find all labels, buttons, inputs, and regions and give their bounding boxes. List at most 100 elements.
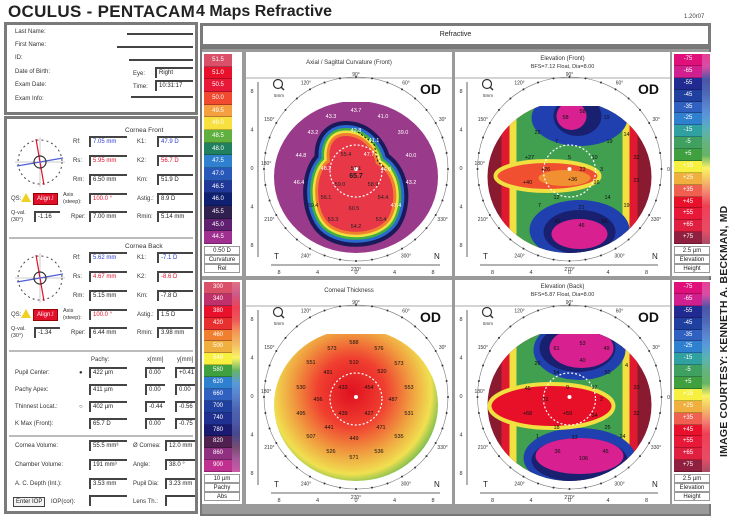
map-value: 56.1 bbox=[321, 195, 332, 201]
scale-cell: +45 bbox=[674, 424, 702, 437]
map-value: 427 bbox=[364, 411, 373, 417]
time-field: 10:31:17 bbox=[155, 80, 193, 91]
x-value: 0.00 bbox=[145, 367, 165, 378]
map-value: 454 bbox=[364, 385, 373, 391]
zoom-magnifier-icon[interactable] bbox=[481, 306, 494, 319]
zoom-magnifier-icon[interactable] bbox=[272, 78, 285, 91]
degree-tick bbox=[295, 325, 298, 328]
zoom-magnifier-icon[interactable] bbox=[481, 78, 494, 91]
scale-cell: +65 bbox=[674, 220, 702, 233]
degree-tick bbox=[309, 316, 311, 319]
scale-cell: -65 bbox=[674, 293, 702, 306]
zoom-label: 5mm bbox=[274, 321, 284, 326]
map-canvas[interactable]: Corneal Thickness90°60°30°0°330°300°270°… bbox=[246, 280, 458, 504]
pachy-row-label: Pupil Center: bbox=[15, 370, 50, 376]
map-elevf[interactable]: Elevation (Front) BFS=7.12 Float, Dia=8.0… bbox=[455, 52, 672, 276]
x-tick-label: 4 bbox=[606, 498, 609, 504]
degree-tick bbox=[659, 183, 662, 186]
degree-tick bbox=[498, 108, 501, 111]
scale-footer-label[interactable]: 2.5 µm bbox=[674, 474, 710, 483]
nasal-label: N bbox=[652, 480, 658, 489]
scale-cell: 860 bbox=[204, 448, 232, 461]
patient-label-0: Last Name: bbox=[15, 29, 46, 35]
pachy-row-label: K Max (Front): bbox=[15, 421, 54, 427]
map-value: 65.7 bbox=[349, 173, 363, 180]
apex-marker bbox=[567, 167, 572, 171]
degree-tick bbox=[654, 199, 657, 202]
pachy-header: Pachy: bbox=[91, 357, 110, 363]
degree-label: 330° bbox=[651, 217, 661, 223]
degree-tick bbox=[654, 427, 657, 430]
map-value: 551 bbox=[306, 360, 315, 366]
degree-tick bbox=[414, 466, 417, 469]
scale-footer-label[interactable]: 0.50 D bbox=[204, 246, 240, 255]
label-rper: Rper: bbox=[71, 330, 86, 336]
scale-histogram-strip bbox=[702, 282, 710, 472]
label-rf: Rf: bbox=[73, 139, 81, 145]
map-value: 24 bbox=[619, 434, 625, 440]
scale-footer-label[interactable]: 2.5 µm bbox=[674, 246, 710, 255]
degree-label: 90° bbox=[352, 72, 360, 78]
y-tick-label: 0 bbox=[250, 394, 253, 400]
degree-tick bbox=[309, 88, 311, 91]
map-canvas[interactable]: Axial / Sagittal Curvature (Front) 90° 60°… bbox=[246, 52, 458, 276]
pachy-value: 411 µm bbox=[89, 384, 127, 395]
map-value: 58 bbox=[579, 109, 585, 115]
map-value: 57.1 bbox=[351, 166, 362, 172]
divider bbox=[9, 237, 193, 239]
map-canvas[interactable]: Elevation (Back) BFS=5.87 Float, Dia=8.00… bbox=[455, 280, 672, 504]
degree-tick bbox=[295, 466, 298, 469]
apex-marker bbox=[354, 395, 358, 399]
volume-label-2: Angle: bbox=[133, 462, 151, 468]
nasal-label: N bbox=[434, 480, 440, 489]
degree-tick bbox=[355, 76, 357, 78]
align-warning-badge[interactable]: Align.! bbox=[33, 309, 58, 321]
qs-label: QS: bbox=[11, 196, 22, 202]
map-axial[interactable]: Axial / Sagittal Curvature (Front) 90° 60°… bbox=[246, 52, 458, 276]
degree-tick bbox=[441, 427, 444, 430]
map-pachy[interactable]: Corneal Thickness90°60°30°0°330°300°270°… bbox=[246, 280, 458, 504]
y-tick-label: 4 bbox=[250, 128, 253, 134]
y-value: -0.75 bbox=[175, 418, 195, 429]
map-elevb[interactable]: Elevation (Back) BFS=5.87 Float, Dia=8.00… bbox=[455, 280, 672, 504]
degree-label: 120° bbox=[514, 308, 524, 314]
degree-label: 240° bbox=[301, 254, 311, 260]
degree-tick bbox=[552, 77, 555, 80]
map-value: 18 bbox=[553, 425, 559, 431]
degree-tick bbox=[509, 466, 512, 469]
label-rs: Rs: bbox=[73, 158, 82, 164]
degree-tick bbox=[648, 214, 651, 216]
map-value: 16 bbox=[593, 180, 599, 186]
map-canvas[interactable]: Elevation (Front) BFS=7.12 Float, Dia=8.0… bbox=[455, 52, 672, 276]
scale-cell: +5 bbox=[674, 377, 702, 389]
zoom-magnifier-icon[interactable] bbox=[272, 306, 285, 319]
time-label: Time: bbox=[133, 84, 148, 90]
degree-tick bbox=[552, 305, 555, 308]
pupil-outline bbox=[329, 144, 383, 198]
scale-cell: 500 bbox=[204, 341, 232, 354]
degree-tick bbox=[482, 136, 485, 139]
patient-field-line bbox=[127, 33, 193, 35]
volume-value: 191 mm³ bbox=[89, 459, 127, 470]
map-value: 47.4 bbox=[391, 203, 402, 209]
zoom-label: 5mm bbox=[483, 321, 493, 326]
degree-tick bbox=[599, 81, 602, 84]
map-value: 7 bbox=[555, 139, 558, 145]
degree-label: 150° bbox=[478, 117, 488, 123]
degree-label: 60° bbox=[616, 308, 624, 314]
patient-field-line bbox=[131, 96, 193, 98]
degree-tick bbox=[488, 122, 491, 124]
align-warning-badge[interactable]: Align.! bbox=[33, 193, 58, 205]
map-value: 3 bbox=[600, 167, 603, 173]
degree-tick bbox=[401, 475, 403, 478]
map-value: 571 bbox=[349, 455, 358, 461]
map-value: 495 bbox=[296, 411, 305, 417]
y-tick-label: 0 bbox=[250, 166, 253, 172]
scale-footer-label[interactable]: 10 µm bbox=[204, 474, 240, 483]
degree-tick bbox=[445, 411, 448, 414]
enter-iop-button[interactable]: Enter IOP bbox=[13, 497, 46, 507]
map-value: 42.8 bbox=[351, 128, 362, 134]
x-tick-label: 4 bbox=[316, 498, 319, 504]
degree-tick bbox=[614, 88, 617, 91]
x-tick-label: 8 bbox=[277, 498, 280, 504]
